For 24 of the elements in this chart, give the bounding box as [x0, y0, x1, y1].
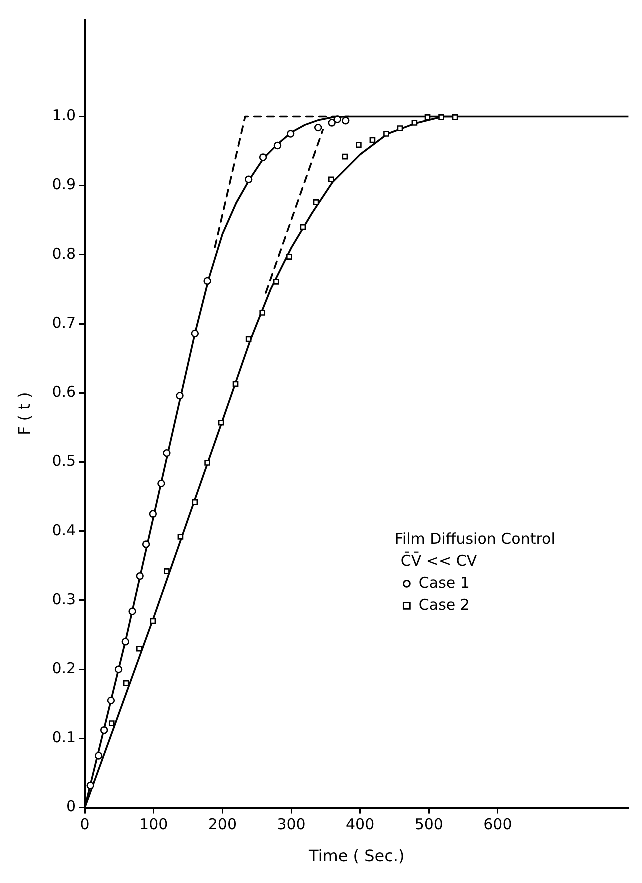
annotation: C̄V̄ << CV [400, 551, 478, 570]
y-tick-label: 0.3 [52, 590, 76, 608]
x-tick-label: 0 [80, 816, 90, 834]
y-tick-label: 0.4 [52, 521, 76, 540]
y-tick-label: 0.8 [52, 244, 76, 263]
x-axis-title: Time ( Sec.) [308, 846, 405, 866]
y-tick-label: 0.2 [52, 659, 76, 678]
legend-title: Film Diffusion Control [394, 530, 556, 548]
x-tick-label: 100 [140, 816, 168, 834]
x-tick-label: 400 [346, 816, 375, 834]
y-tick-label: 0 [66, 798, 76, 816]
x-tick-label: 500 [414, 816, 444, 834]
x-tick-label: 300 [277, 816, 306, 834]
y-tick-label: 0.9 [52, 176, 76, 194]
legend-label: Case 1 [418, 574, 470, 592]
y-axis-title: F ( t ) [14, 392, 34, 436]
y-tick-label: 0.1 [52, 728, 76, 747]
legend-label: Case 2 [418, 596, 470, 614]
y-tick-label: 0.6 [52, 383, 76, 402]
x-tick-label: 200 [208, 816, 238, 834]
y-tick-label: 1.0 [52, 106, 76, 125]
y-tick-label: 0.7 [52, 314, 76, 332]
x-tick-label: 600 [484, 816, 512, 834]
y-tick-label: 0.5 [52, 452, 76, 470]
